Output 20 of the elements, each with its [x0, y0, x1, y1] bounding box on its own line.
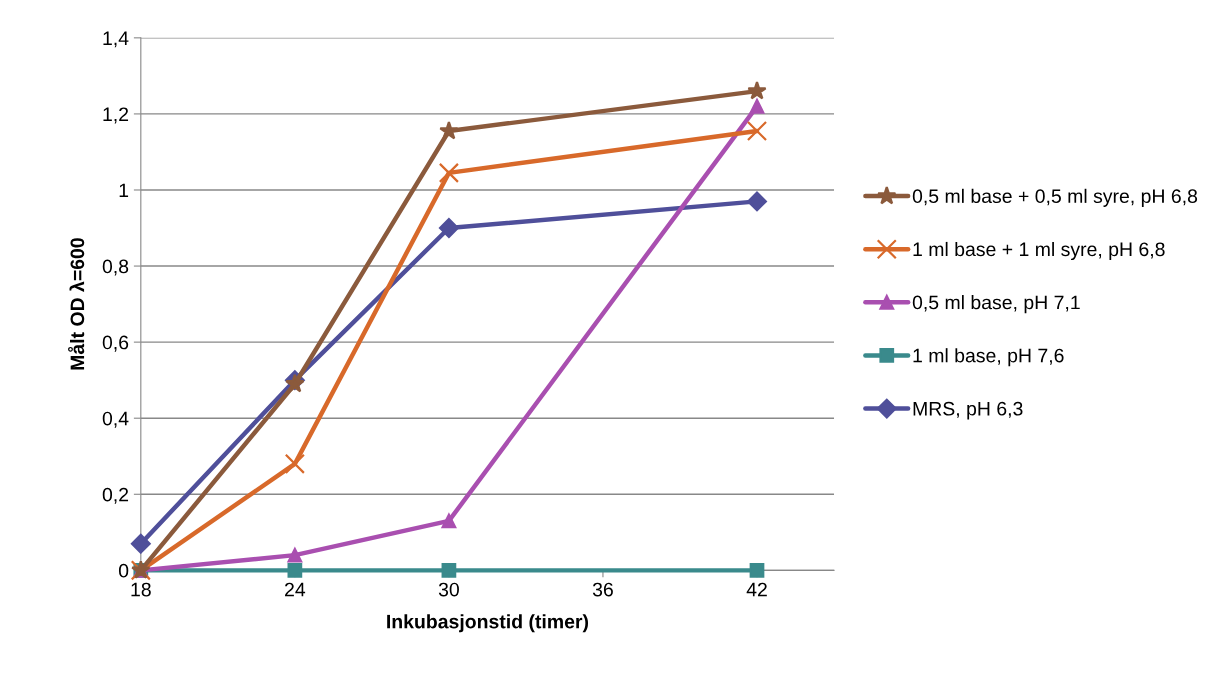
- y-tick-label: 1: [119, 183, 129, 198]
- y-tick-label: 1,2: [103, 107, 129, 124]
- y-tick-label: 0,4: [102, 411, 129, 428]
- y-tick-label: 0,6: [102, 335, 129, 352]
- legend-label: MRS, pH 6,3: [913, 401, 1023, 420]
- legend-label: 1 ml base + 1 ml syre, pH 6,8: [913, 241, 1165, 261]
- x-tick-label: 24: [285, 582, 306, 597]
- y-tick-label: 1,4: [103, 31, 129, 48]
- x-axis-title: Inkubasjonstid (timer): [387, 614, 589, 633]
- y-axis-title: Målt OD λ=600: [68, 238, 85, 370]
- y-tick-label: 0,2: [102, 487, 129, 504]
- x-tick-label: 36: [592, 582, 613, 597]
- legend-label: 1 ml base, pH 7,6: [913, 348, 1064, 367]
- legend-label: 0,5 ml base, pH 7,1: [912, 295, 1080, 314]
- y-tick-label: 0: [118, 563, 129, 578]
- x-tick-label: 42: [746, 582, 767, 597]
- y-tick-label: 0,8: [102, 259, 129, 276]
- legend-label: 0,5 ml base + 0,5 ml syre, pH 6,8: [912, 188, 1198, 207]
- x-tick-label: 30: [438, 582, 459, 597]
- x-tick-label: 18: [131, 582, 151, 597]
